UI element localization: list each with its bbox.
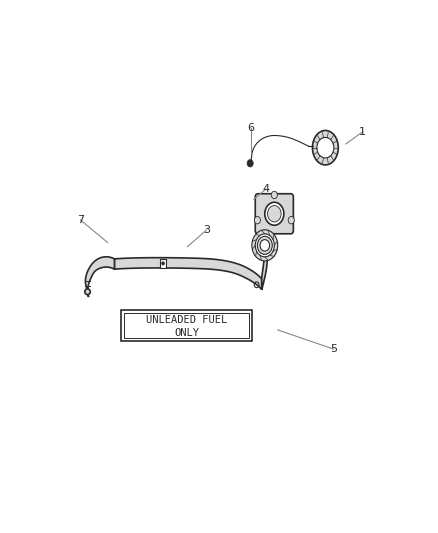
Bar: [124, 313, 249, 338]
Text: ONLY: ONLY: [174, 328, 199, 338]
Circle shape: [267, 206, 280, 222]
Text: 7: 7: [77, 215, 84, 225]
Text: 3: 3: [202, 225, 209, 235]
Circle shape: [161, 262, 164, 265]
Text: UNLEADED FUEL: UNLEADED FUEL: [146, 316, 227, 325]
Text: 5: 5: [330, 344, 336, 354]
Polygon shape: [261, 249, 267, 290]
Ellipse shape: [85, 289, 90, 295]
Circle shape: [287, 216, 293, 224]
Circle shape: [259, 240, 269, 251]
FancyBboxPatch shape: [254, 193, 293, 234]
Circle shape: [264, 202, 283, 225]
Text: 6: 6: [247, 123, 254, 133]
Circle shape: [271, 191, 277, 199]
Polygon shape: [85, 257, 114, 297]
Circle shape: [254, 234, 274, 257]
Polygon shape: [114, 257, 261, 290]
Bar: [121, 310, 252, 341]
Bar: [159, 260, 166, 268]
Circle shape: [257, 236, 272, 254]
Text: 1: 1: [358, 127, 365, 136]
Circle shape: [254, 216, 260, 224]
Ellipse shape: [312, 131, 338, 165]
Circle shape: [316, 138, 333, 158]
Circle shape: [251, 230, 277, 261]
Text: 4: 4: [261, 184, 269, 194]
Circle shape: [247, 159, 253, 167]
